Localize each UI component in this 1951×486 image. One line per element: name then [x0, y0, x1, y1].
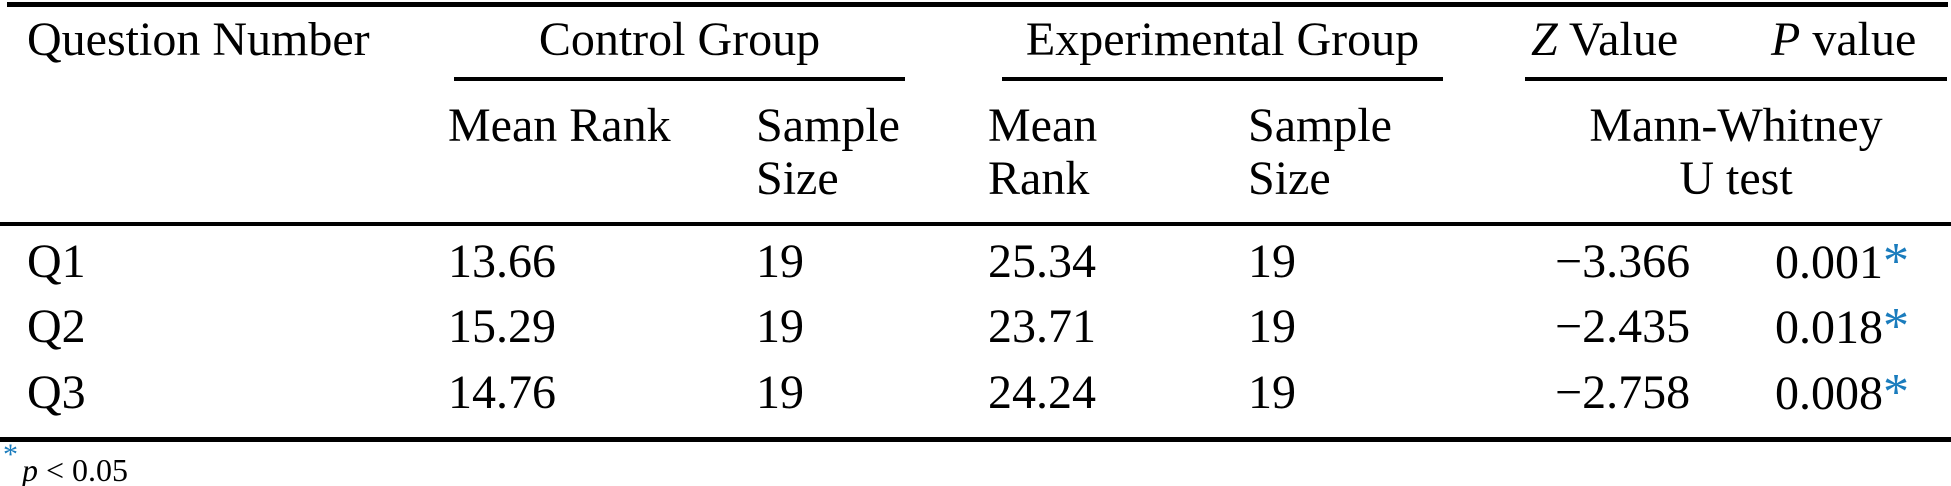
- subheader-mann-whitney-u-test: Mann-Whitney U test: [1525, 99, 1947, 205]
- subheader-control-mean-rank: Mean Rank: [448, 99, 671, 152]
- subheader-line: U test: [1679, 152, 1793, 205]
- cell-p-value: 0.018*: [1775, 301, 1909, 354]
- subheader-experimental-mean-rank: Mean Rank: [988, 99, 1097, 205]
- cell-z-value: −2.435: [1555, 300, 1691, 353]
- p-value-number: 0.008: [1775, 367, 1883, 420]
- header-bottom-rule: [0, 222, 1951, 226]
- header-control-group: Control Group: [538, 13, 821, 66]
- significance-asterisk: *: [1883, 298, 1909, 355]
- subheader-line: Size: [756, 152, 839, 205]
- header-question-number: Question Number: [27, 13, 370, 66]
- footnote-text: p < 0.05: [22, 453, 128, 486]
- control-group-underline: [454, 77, 905, 81]
- table-top-rule: [7, 2, 1948, 7]
- table-bottom-rule: [0, 437, 1951, 442]
- subheader-line: Sample: [1248, 99, 1392, 152]
- cell-question: Q2: [27, 300, 86, 353]
- cell-control-sample-size: 19: [756, 235, 804, 288]
- cell-question: Q1: [27, 235, 86, 288]
- experimental-group-underline: [1002, 77, 1443, 81]
- cell-z-value: −3.366: [1555, 235, 1691, 288]
- cell-control-mean-rank: 15.29: [448, 300, 556, 353]
- subheader-line: Size: [1248, 152, 1331, 205]
- z-p-underline: [1525, 77, 1947, 81]
- table-row: Q1 13.66 19 25.34 19 −3.366 0.001*: [0, 235, 1951, 298]
- subheader-line: Rank: [988, 152, 1090, 205]
- subheader-line: Sample: [756, 99, 900, 152]
- cell-p-value: 0.001*: [1775, 236, 1909, 289]
- p-symbol: P: [1771, 13, 1801, 66]
- significance-asterisk: *: [1883, 233, 1909, 290]
- cell-control-mean-rank: 14.76: [448, 366, 556, 419]
- footnote-asterisk: *: [3, 438, 18, 471]
- subheader-line: Mann-Whitney: [1589, 99, 1883, 152]
- footnote-threshold: < 0.05: [38, 452, 129, 486]
- subheader-control-sample-size: Sample Size: [756, 99, 900, 205]
- footnote-p-symbol: p: [22, 452, 38, 486]
- significance-asterisk: *: [1883, 364, 1909, 421]
- table-row: Q2 15.29 19 23.71 19 −2.435 0.018*: [0, 300, 1951, 363]
- header-p-value: P value: [1771, 15, 1916, 65]
- header-z-value: Z Value: [1531, 15, 1678, 65]
- footnote: * p < 0.05: [0, 438, 400, 486]
- cell-p-value: 0.008*: [1775, 367, 1909, 420]
- cell-question: Q3: [27, 366, 86, 419]
- p-label-rest: value: [1800, 13, 1917, 66]
- cell-control-sample-size: 19: [756, 366, 804, 419]
- z-label-rest: Value: [1557, 13, 1679, 66]
- cell-z-value: −2.758: [1555, 366, 1691, 419]
- p-value-number: 0.018: [1775, 301, 1883, 354]
- cell-experimental-sample-size: 19: [1248, 300, 1296, 353]
- cell-experimental-mean-rank: 23.71: [988, 300, 1096, 353]
- z-symbol: Z: [1531, 13, 1558, 66]
- cell-experimental-sample-size: 19: [1248, 235, 1296, 288]
- subheader-line: Mean: [988, 99, 1098, 152]
- cell-experimental-mean-rank: 24.24: [988, 366, 1096, 419]
- table-row: Q3 14.76 19 24.24 19 −2.758 0.008*: [0, 366, 1951, 429]
- cell-experimental-sample-size: 19: [1248, 366, 1296, 419]
- p-value-number: 0.001: [1775, 236, 1883, 289]
- cell-control-sample-size: 19: [756, 300, 804, 353]
- cell-control-mean-rank: 13.66: [448, 235, 556, 288]
- subheader-experimental-sample-size: Sample Size: [1248, 99, 1392, 205]
- header-experimental-group: Experimental Group: [1025, 13, 1420, 66]
- cell-experimental-mean-rank: 25.34: [988, 235, 1096, 288]
